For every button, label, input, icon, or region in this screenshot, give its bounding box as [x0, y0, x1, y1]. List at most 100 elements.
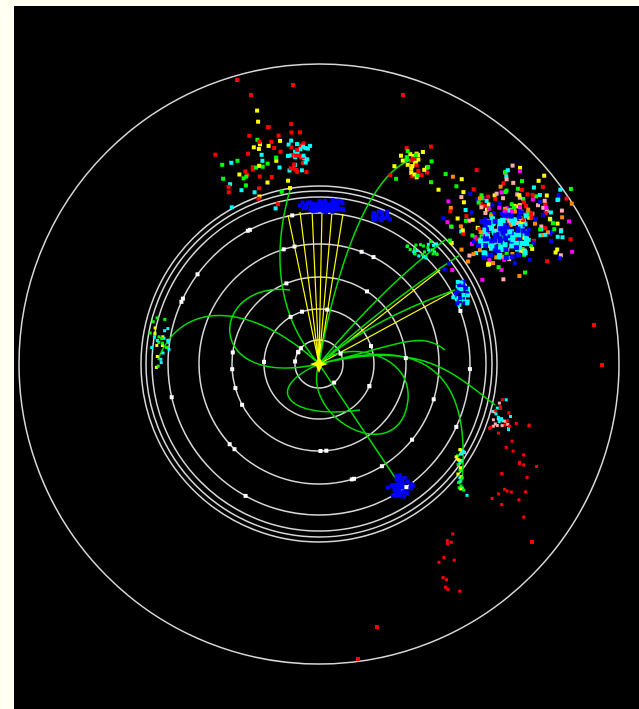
hit	[550, 229, 555, 234]
hit	[449, 240, 454, 245]
hit	[257, 194, 262, 199]
hit	[461, 449, 465, 453]
hit	[523, 222, 528, 227]
hit	[516, 214, 522, 220]
hit	[533, 194, 538, 199]
hit	[530, 192, 535, 197]
hit	[393, 483, 398, 488]
hit	[252, 190, 257, 195]
hit	[415, 249, 419, 253]
hit	[247, 227, 252, 232]
hit	[256, 147, 261, 151]
hit	[278, 138, 283, 143]
hit	[256, 119, 261, 124]
hit	[287, 168, 292, 173]
hit	[155, 339, 159, 342]
hit	[274, 158, 279, 163]
hit	[330, 198, 335, 203]
hit	[498, 237, 503, 243]
hit	[288, 186, 292, 191]
hit	[239, 188, 244, 193]
hit	[570, 249, 575, 254]
hit	[521, 197, 526, 201]
hit	[486, 262, 491, 267]
hit	[406, 244, 409, 248]
hit	[292, 244, 297, 249]
hit	[424, 170, 429, 175]
hit	[321, 209, 326, 214]
hit	[511, 449, 515, 453]
hit	[429, 240, 433, 243]
hit	[523, 213, 529, 219]
hit	[544, 206, 549, 210]
hit	[332, 380, 337, 385]
hit	[472, 239, 477, 244]
hit	[529, 211, 534, 216]
hit	[517, 235, 522, 241]
hit	[461, 200, 466, 205]
hit	[494, 412, 498, 416]
hit	[549, 239, 553, 243]
hit	[304, 170, 309, 175]
hit	[150, 346, 154, 349]
hit	[423, 250, 427, 254]
hit	[555, 247, 560, 252]
hit	[220, 162, 225, 167]
hit	[257, 186, 261, 191]
hit	[486, 206, 491, 211]
hit	[305, 157, 310, 162]
hit	[311, 207, 316, 212]
hit	[543, 232, 548, 237]
hit	[501, 181, 506, 186]
hit	[543, 211, 548, 216]
hit	[542, 198, 547, 203]
hit	[517, 223, 523, 229]
hit	[475, 197, 480, 202]
hit	[492, 246, 498, 252]
tracker-ring	[167, 212, 471, 516]
hit	[522, 463, 526, 467]
hit	[284, 281, 289, 286]
hit	[296, 153, 301, 158]
hit	[405, 479, 410, 484]
hit	[228, 182, 233, 187]
hit	[494, 409, 498, 412]
hit	[289, 153, 294, 158]
hit	[398, 484, 403, 489]
hit	[289, 122, 294, 127]
hit	[257, 174, 262, 179]
hit	[459, 484, 463, 488]
track	[318, 254, 461, 365]
hit	[525, 475, 529, 479]
hit	[492, 237, 498, 243]
hit	[303, 160, 308, 165]
hit	[160, 337, 164, 341]
hit	[260, 164, 265, 169]
hit	[450, 174, 455, 179]
hit	[232, 447, 237, 452]
hit	[498, 221, 504, 227]
hit	[517, 274, 522, 278]
hit	[524, 241, 529, 247]
hit	[458, 308, 463, 313]
hit	[307, 201, 312, 206]
hit	[516, 232, 522, 238]
hit	[542, 173, 547, 178]
hit	[592, 323, 596, 327]
hit	[520, 187, 524, 192]
hit	[464, 214, 469, 219]
jet-line	[318, 211, 333, 365]
hit	[397, 477, 402, 482]
hit	[496, 417, 500, 421]
hit	[380, 211, 385, 216]
hit	[152, 335, 156, 339]
track	[318, 239, 446, 365]
track	[316, 350, 409, 435]
hit	[497, 492, 501, 496]
hit	[235, 158, 240, 163]
hit	[478, 230, 483, 234]
hit	[431, 252, 435, 256]
hit	[245, 228, 250, 233]
hit	[500, 472, 504, 475]
hit	[295, 169, 300, 174]
